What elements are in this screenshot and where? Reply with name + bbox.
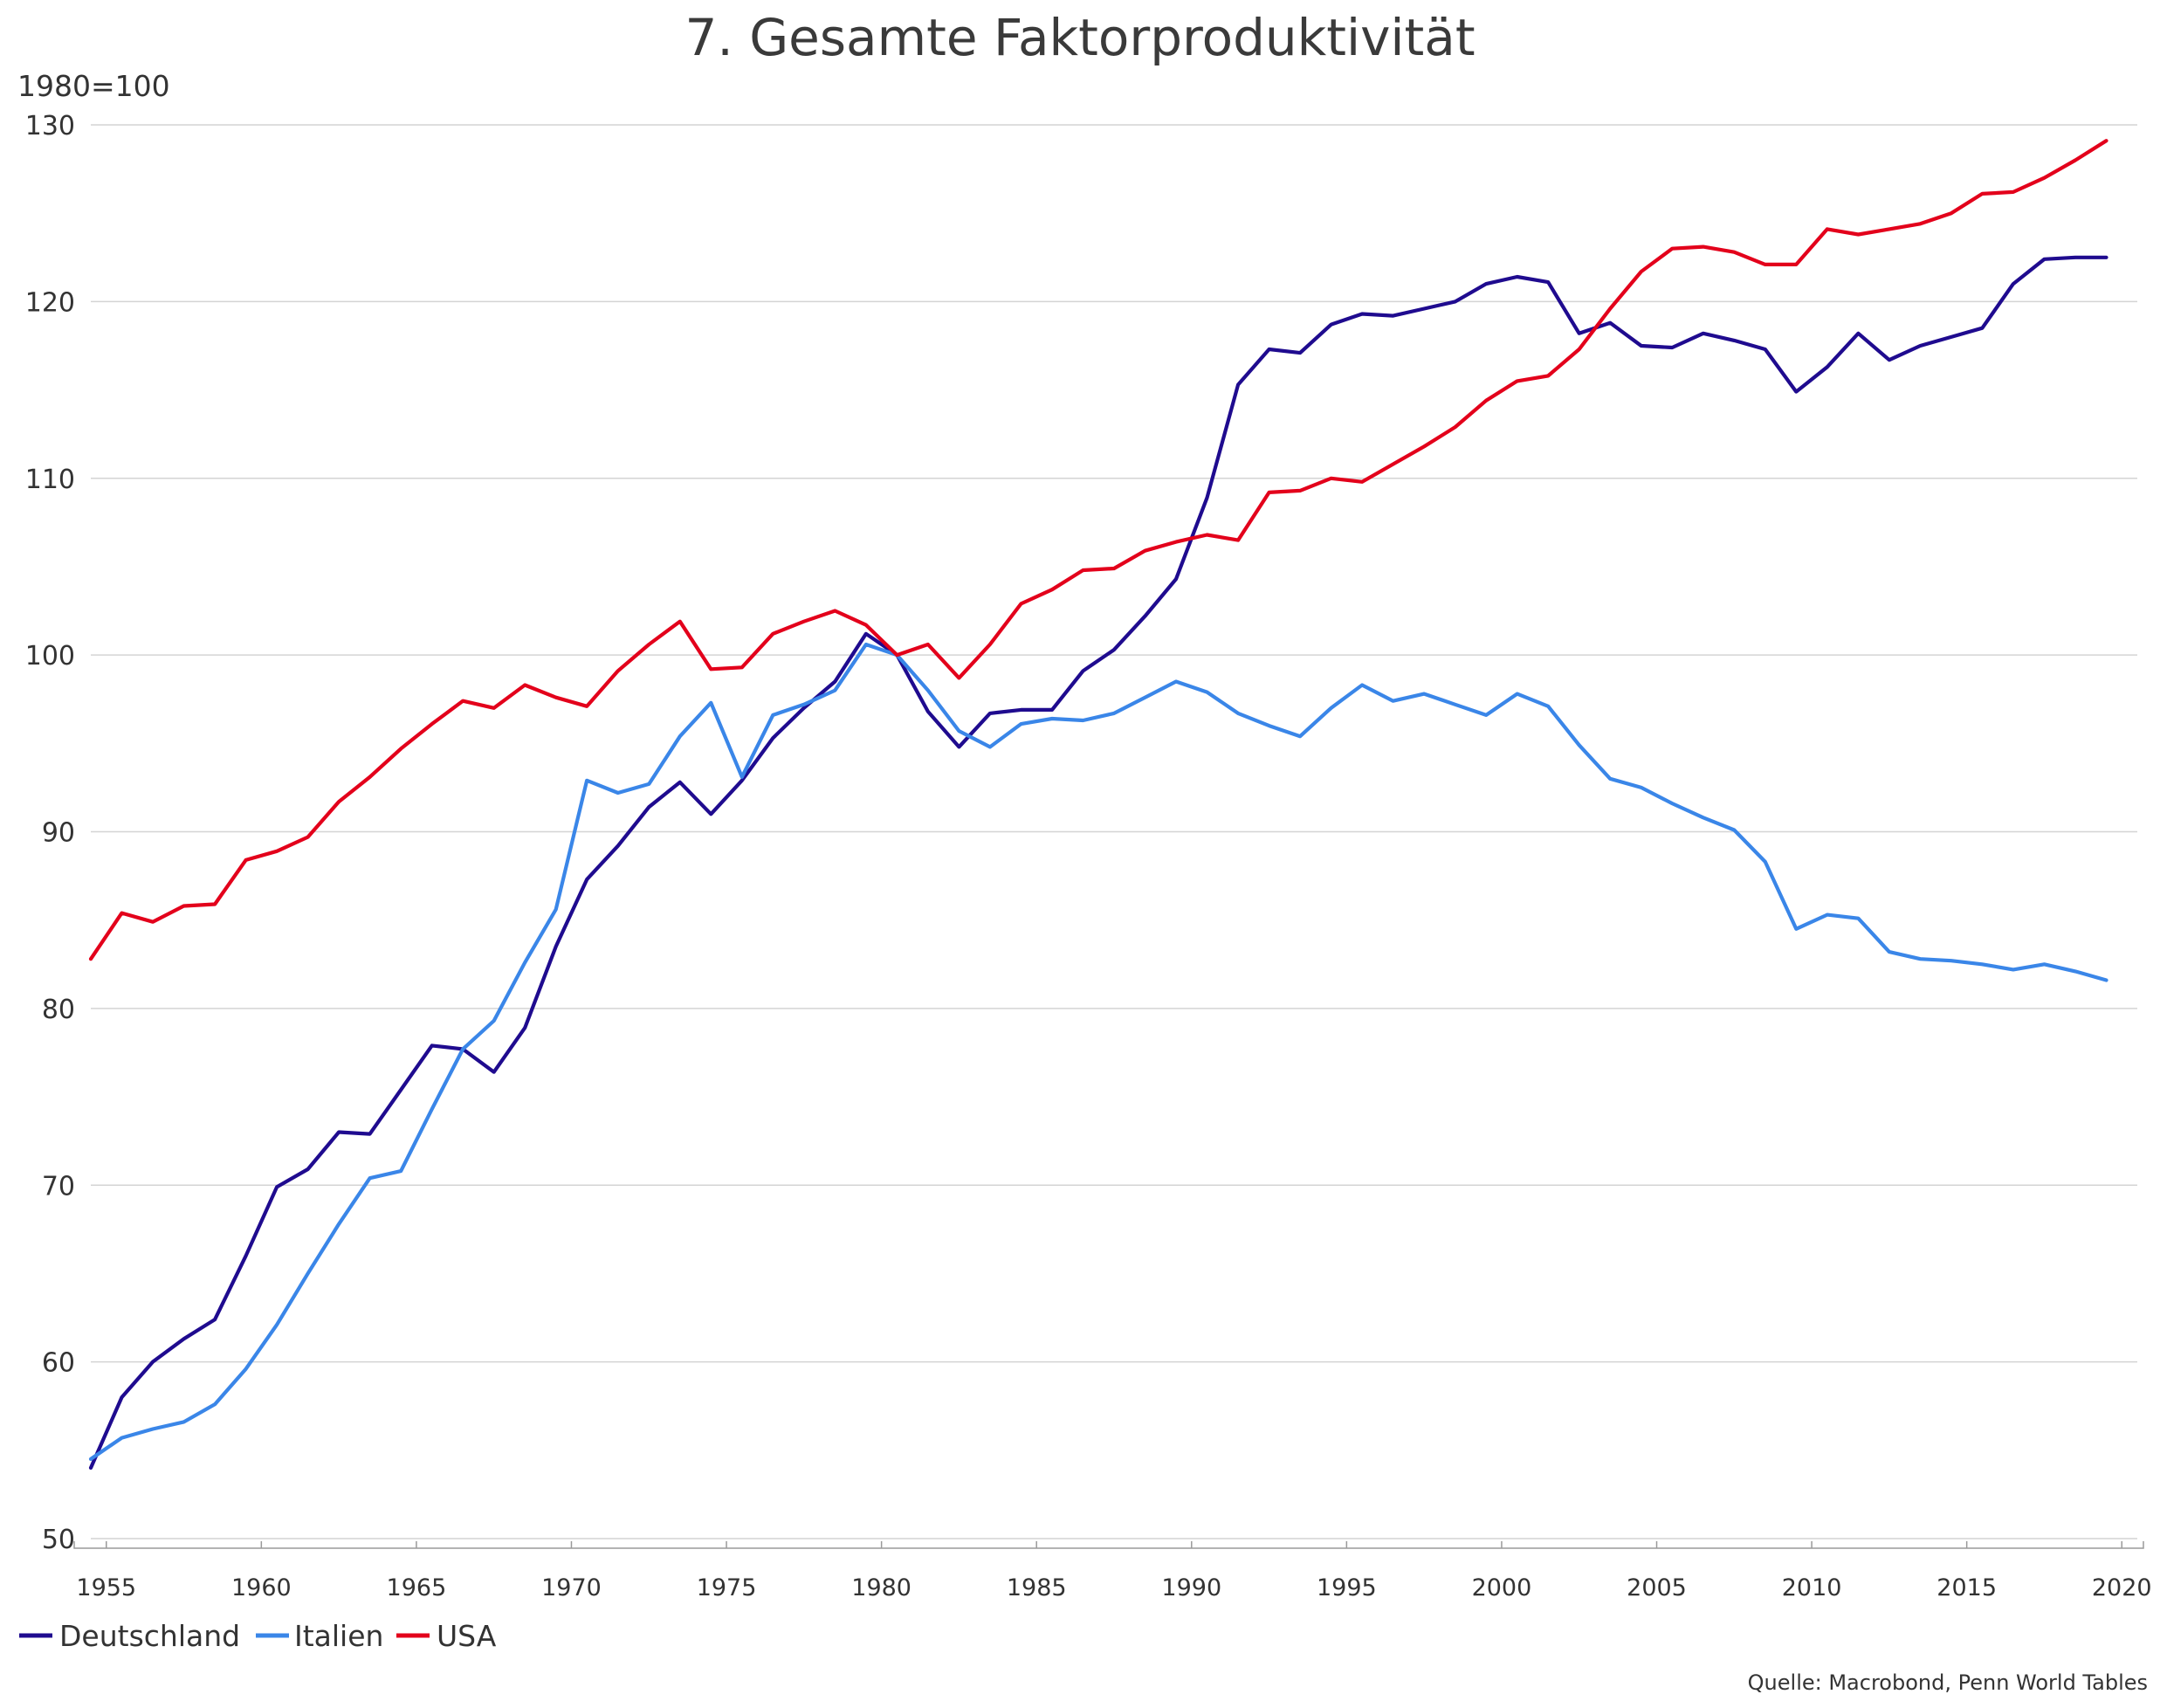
y-axis-ticks: 50 60 70 80 90 100 110 120 130	[25, 111, 75, 1555]
y-tick-label: 60	[42, 1348, 75, 1379]
gridlines	[91, 124, 2137, 1539]
x-tick-label: 2010	[1782, 1574, 1842, 1601]
x-tick-label: 2000	[1472, 1574, 1532, 1601]
y-axis-unit-label: 1980=100	[17, 69, 170, 103]
legend-label-deutschland: Deutschland	[59, 1619, 240, 1653]
x-tick-label: 1970	[541, 1574, 602, 1601]
series-line-italien	[88, 642, 2108, 1461]
x-tick-label: 1965	[387, 1574, 447, 1601]
x-axis-line	[73, 1541, 2144, 1549]
series-lines	[88, 139, 2108, 1470]
x-tick-label: 1975	[697, 1574, 757, 1601]
x-tick-label: 2015	[1936, 1574, 1997, 1601]
y-tick-label: 90	[42, 818, 75, 849]
x-axis: 1955 1960 1965 1970 1975 1980 1985 1990 1995 2000…	[73, 1541, 2152, 1601]
x-tick-label: 1955	[76, 1574, 136, 1601]
legend-label-italien: Italien	[294, 1619, 383, 1653]
x-tick-label: 2005	[1627, 1574, 1687, 1601]
legend: Deutschland Italien USA	[19, 1619, 497, 1653]
x-tick-label: 1985	[1007, 1574, 1067, 1601]
y-tick-label: 120	[25, 287, 75, 318]
source-note: Quelle: Macrobond, Penn World Tables	[1748, 1670, 2148, 1695]
x-tick-label: 1990	[1161, 1574, 1221, 1601]
x-tick-label: 1995	[1317, 1574, 1377, 1601]
legend-label-usa: USA	[437, 1619, 497, 1653]
y-tick-label: 50	[42, 1525, 75, 1555]
y-tick-label: 70	[42, 1171, 75, 1202]
x-tick-label: 1960	[231, 1574, 292, 1601]
x-tick-label: 2020	[2092, 1574, 2152, 1601]
y-tick-label: 110	[25, 465, 75, 495]
y-tick-label: 100	[25, 641, 75, 671]
series-line-usa	[88, 139, 2108, 961]
y-tick-label: 80	[42, 995, 75, 1025]
chart-title: 7. Gesamte Faktorproduktivität	[684, 8, 1475, 67]
y-tick-label: 130	[25, 111, 75, 141]
series-line-deutschland	[88, 255, 2108, 1470]
x-tick-label: 1980	[851, 1574, 911, 1601]
